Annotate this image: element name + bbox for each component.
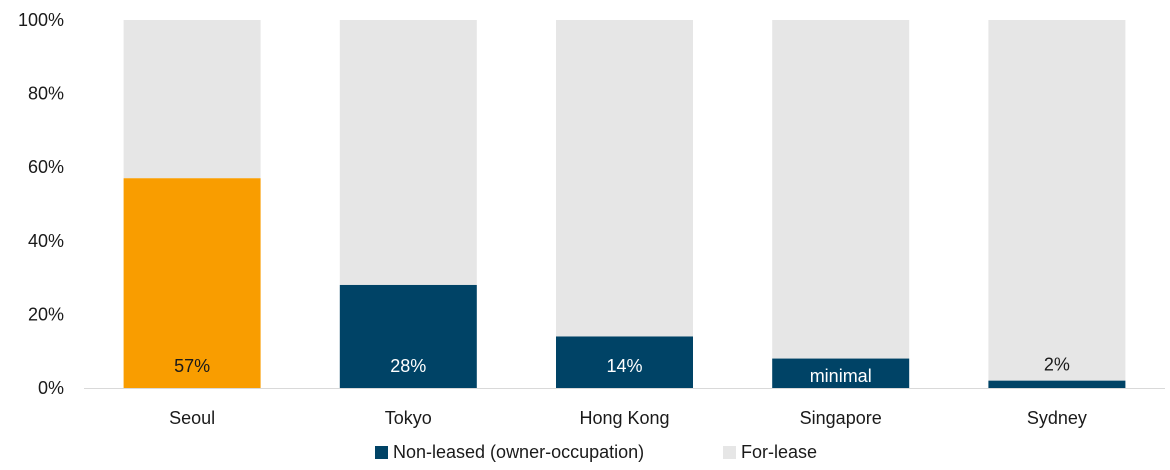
data-label: 2% <box>1044 355 1070 375</box>
bar-for-lease-tokyo <box>339 20 477 285</box>
x-tick-label: Singapore <box>800 408 882 428</box>
x-tick-label: Seoul <box>169 408 215 428</box>
bar-non-leased-singapore <box>772 358 910 388</box>
data-label: 57% <box>174 356 210 376</box>
legend-non-leased-swatch <box>375 446 388 459</box>
x-tick-label: Hong Kong <box>579 408 669 428</box>
y-tick-label: 20% <box>28 304 64 324</box>
y-tick-label: 0% <box>38 378 64 398</box>
bar-non-leased-sydney <box>988 380 1126 388</box>
y-tick-label: 80% <box>28 84 64 104</box>
bar-non-leased-hong-kong <box>556 336 693 388</box>
data-label: 14% <box>606 356 642 376</box>
bar-for-lease-sydney <box>988 20 1126 381</box>
y-axis: 0% 20% 40% 60% 80% 100% <box>18 10 64 398</box>
bar-non-leased-seoul <box>123 178 261 388</box>
bar-for-lease-hong-kong <box>556 20 693 337</box>
legend-for-lease-swatch <box>723 446 736 459</box>
bar-non-leased-tokyo <box>339 284 477 388</box>
legend: Non-leased (owner-occupation) For-lease <box>375 442 817 462</box>
bar-for-lease-singapore <box>772 20 910 359</box>
bar-for-lease-seoul <box>123 20 261 179</box>
x-tick-label: Sydney <box>1027 408 1087 428</box>
y-tick-label: 60% <box>28 157 64 177</box>
legend-non-leased-label: Non-leased (owner-occupation) <box>393 442 644 462</box>
x-tick-label: Tokyo <box>385 408 432 428</box>
data-label: minimal <box>810 366 872 386</box>
y-tick-label: 100% <box>18 10 64 30</box>
data-label: 28% <box>390 356 426 376</box>
x-axis: Seoul Tokyo Hong Kong Singapore Sydney <box>84 388 1165 428</box>
bars: 57% 28% 14% minimal 2% <box>123 20 1126 388</box>
y-tick-label: 40% <box>28 231 64 251</box>
legend-for-lease-label: For-lease <box>741 442 817 462</box>
